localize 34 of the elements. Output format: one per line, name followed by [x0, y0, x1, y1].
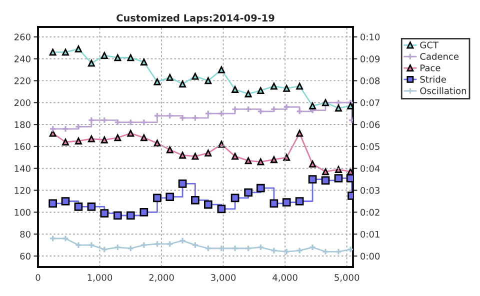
- y2-tick-label: 0:04: [360, 165, 380, 172]
- x-tick-label: 0: [36, 274, 40, 281]
- y-tick-label: 220: [14, 77, 30, 84]
- y2-tick-label: 0:06: [360, 121, 380, 128]
- y-tick-label: 140: [14, 165, 30, 172]
- legend-label: Cadence: [420, 52, 459, 60]
- y2-tick-label: 0:02: [360, 208, 380, 216]
- legend-label: GCT: [420, 42, 439, 48]
- x-tick-label: 2,000: [149, 274, 174, 282]
- y-tick-label: 260: [14, 34, 30, 40]
- y-tick-label: 120: [14, 187, 30, 194]
- y-tick-label: 80: [20, 230, 30, 238]
- y-tick-label: 180: [14, 121, 30, 128]
- legend-label: Stride: [420, 76, 446, 83]
- y2-tick-label: 0:03: [360, 187, 380, 194]
- x-tick-label: 5,000: [334, 274, 360, 282]
- x-tick-label: 1,000: [88, 274, 112, 282]
- y2-tick-label: 0:08: [360, 77, 380, 84]
- y2-tick-label: 0:00: [360, 252, 380, 260]
- y2-tick-label: 0:07: [360, 99, 380, 106]
- x-tick-label: 4,000: [272, 274, 298, 282]
- y-tick-label: 240: [14, 56, 30, 62]
- y2-tick-label: 0:05: [360, 143, 380, 150]
- y-tick-label: 200: [14, 99, 30, 106]
- y2-tick-label: 0:01: [360, 230, 380, 238]
- x-tick-label: 3,000: [211, 274, 236, 282]
- y-tick-label: 160: [14, 143, 30, 150]
- y-tick-label: 100: [14, 208, 30, 216]
- chart-title: Customized Laps:2014-09-19: [116, 14, 274, 24]
- legend-label: Pace: [420, 64, 440, 72]
- y2-tick-label: 0:09: [360, 56, 380, 62]
- legend-label: Oscillation: [420, 87, 466, 94]
- y2-tick-label: 0:10: [360, 34, 380, 40]
- y-tick-label: 60: [20, 252, 30, 260]
